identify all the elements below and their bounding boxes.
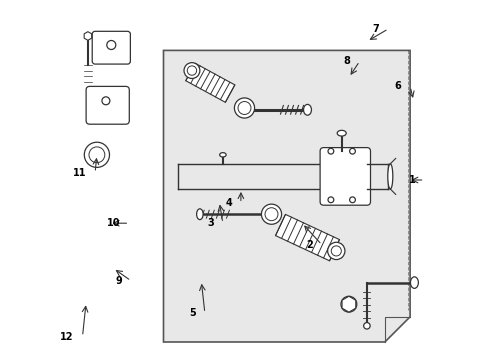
FancyBboxPatch shape — [320, 148, 370, 205]
Ellipse shape — [363, 323, 369, 329]
Ellipse shape — [327, 148, 333, 154]
Text: 9: 9 — [115, 276, 122, 286]
Text: 10: 10 — [106, 218, 120, 228]
Circle shape — [340, 296, 356, 312]
Circle shape — [327, 242, 344, 260]
Ellipse shape — [349, 148, 355, 154]
Ellipse shape — [349, 197, 355, 203]
Circle shape — [89, 147, 104, 163]
Circle shape — [183, 63, 200, 78]
Text: 1: 1 — [408, 175, 415, 185]
FancyBboxPatch shape — [86, 86, 129, 124]
Ellipse shape — [337, 130, 346, 136]
Ellipse shape — [106, 41, 116, 50]
Ellipse shape — [102, 97, 110, 105]
Polygon shape — [84, 32, 91, 40]
Text: 8: 8 — [343, 56, 350, 66]
Circle shape — [264, 208, 277, 221]
Polygon shape — [163, 50, 409, 342]
Text: 5: 5 — [189, 308, 196, 318]
Circle shape — [187, 66, 196, 75]
Circle shape — [238, 102, 250, 114]
Text: 12: 12 — [60, 332, 73, 342]
Ellipse shape — [303, 104, 311, 115]
Circle shape — [261, 204, 281, 224]
Text: 11: 11 — [72, 168, 86, 178]
Ellipse shape — [219, 153, 225, 157]
Ellipse shape — [196, 209, 203, 220]
Polygon shape — [341, 296, 355, 312]
Bar — [275, 215, 339, 261]
Ellipse shape — [409, 277, 418, 288]
Text: 3: 3 — [207, 218, 213, 228]
Circle shape — [344, 300, 352, 309]
Text: 7: 7 — [372, 24, 379, 34]
Bar — [185, 63, 234, 102]
FancyBboxPatch shape — [92, 31, 130, 64]
Ellipse shape — [387, 164, 392, 189]
Text: 2: 2 — [305, 240, 312, 250]
Text: 6: 6 — [393, 81, 400, 91]
Circle shape — [330, 246, 341, 256]
Circle shape — [234, 98, 254, 118]
Ellipse shape — [327, 197, 333, 203]
Text: 4: 4 — [224, 198, 231, 208]
Circle shape — [84, 142, 109, 167]
